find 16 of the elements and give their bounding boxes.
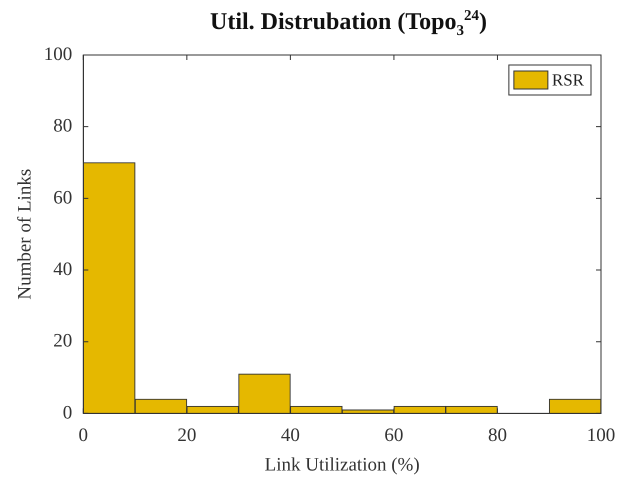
x-tick-label: 20 — [177, 424, 196, 446]
chart-title: Util. Distrubation (Topo$_{3}$$^{24}$) — [209, 8, 488, 40]
x-tick-label: 0 — [78, 424, 88, 446]
y-tick-label: 60 — [53, 187, 72, 208]
y-tick-label: 40 — [53, 259, 72, 280]
y-tick-label: 80 — [53, 116, 72, 137]
y-tick-label: 0 — [62, 402, 72, 424]
y-tick-label: 100 — [44, 44, 72, 65]
x-axis-title: Link Utilization (%) — [264, 454, 420, 476]
y-tick-label: 20 — [53, 330, 72, 352]
x-tick-label: 100 — [586, 424, 616, 446]
legend-label: RSR — [552, 70, 585, 90]
y-axis-title: Number of Links — [14, 168, 36, 300]
x-tick-label: 80 — [488, 424, 507, 446]
x-tick-label: 60 — [384, 424, 404, 446]
x-tick-label: 40 — [280, 424, 300, 446]
